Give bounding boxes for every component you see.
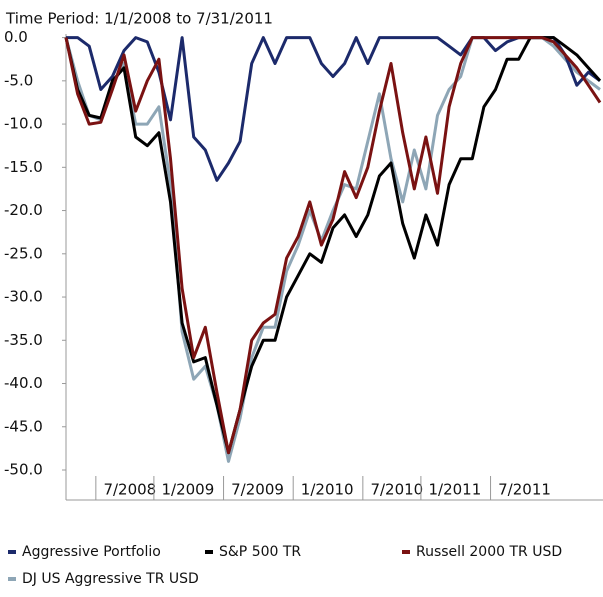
y-tick-label: -20.0 [4,201,43,219]
x-tick-label: 7/2011 [498,481,551,499]
legend-swatch [8,550,16,554]
y-tick-label: 0.0 [4,28,28,46]
legend-label: S&P 500 TR [219,544,301,560]
y-tick-label: -35.0 [4,331,43,349]
y-tick-label: -50.0 [4,461,43,479]
y-tick-label: -25.0 [4,244,43,262]
legend-swatch [402,550,410,554]
line-series [64,36,602,455]
y-tick-label: -45.0 [4,417,43,435]
legend-label: DJ US Aggressive TR USD [22,571,199,587]
x-tick-label: 1/2010 [301,481,354,499]
x-tick-label: 7/2009 [231,481,284,499]
x-tick-label: 1/2011 [429,481,482,499]
y-tick-label: -10.0 [4,115,43,133]
x-tick-label: 1/2009 [162,481,215,499]
x-tick-label: 7/2010 [370,481,423,499]
legend-swatch [205,550,213,554]
line-series [64,36,602,455]
legend-swatch [8,577,16,581]
y-tick-label: -40.0 [4,374,43,392]
x-tick-label: 7/2008 [103,481,156,499]
legend-label: Aggressive Portfolio [22,544,161,560]
y-tick-label: -30.0 [4,288,43,306]
legend-label: Russell 2000 TR USD [416,544,562,560]
y-tick-label: -15.0 [4,158,43,176]
y-tick-label: -5.0 [4,71,33,89]
line-series [66,36,601,182]
line-series [64,36,601,463]
chart-title: Time Period: 1/1/2008 to 7/31/2011 [5,10,273,28]
